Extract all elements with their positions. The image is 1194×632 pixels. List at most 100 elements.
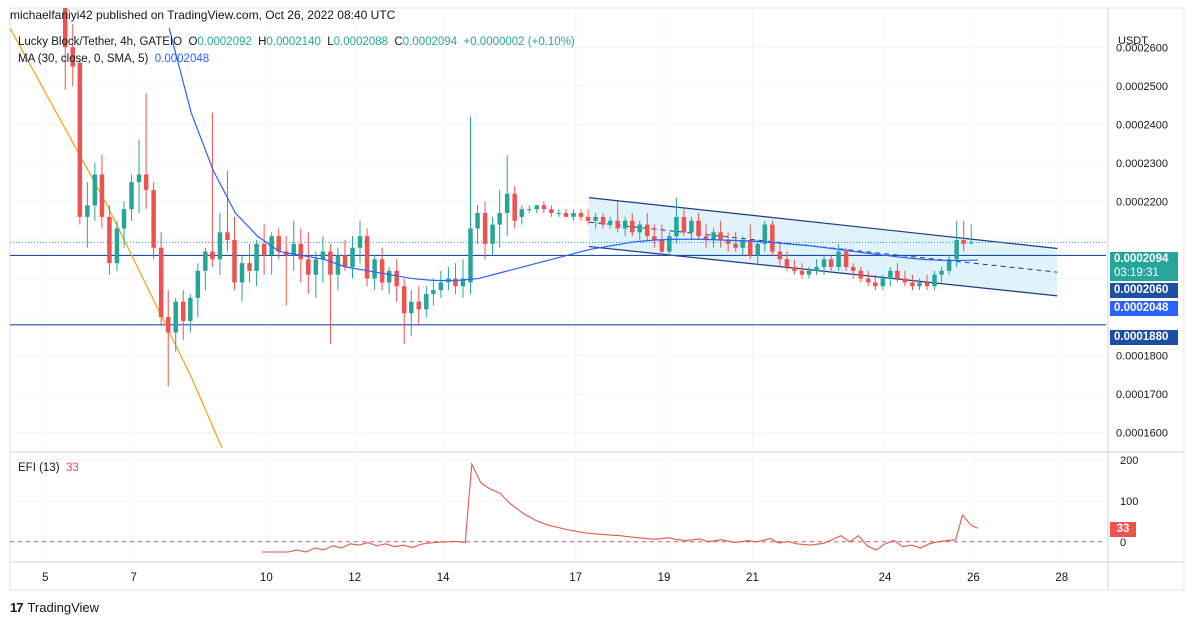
efi-legend-label[interactable]: EFI (13) <box>18 462 60 474</box>
candle-down <box>283 251 289 256</box>
price-axis-tick-label: 0.0001700 <box>1116 389 1168 401</box>
candle-up <box>92 174 98 206</box>
candle-down <box>784 259 790 267</box>
candle-down <box>306 259 311 275</box>
candle-up <box>571 213 576 217</box>
moving-average-line <box>168 27 978 282</box>
time-axis-tick-label: 24 <box>879 572 892 584</box>
candle-up <box>114 228 120 264</box>
candle-up <box>320 251 326 260</box>
legend-open-value: 0.0002092 <box>197 36 252 48</box>
legend-low-value: 0.0002088 <box>333 36 389 48</box>
candle-up <box>203 251 208 271</box>
candle-up <box>239 263 245 283</box>
ma-legend: MA (30, close, 0, SMA, 5) 0.0002048 <box>18 53 209 65</box>
chart-frame <box>9 7 1185 591</box>
candle-down <box>62 8 68 48</box>
candle-up <box>593 216 598 221</box>
candle-up <box>121 209 127 229</box>
candle-up <box>607 220 613 225</box>
candle-up <box>762 224 768 244</box>
candle-up <box>254 243 259 271</box>
candle-down <box>107 216 112 264</box>
time-axis-tick-label: 17 <box>569 572 582 584</box>
price-axis-tick-label: 0.0002400 <box>1116 119 1168 131</box>
overlay-layer <box>10 27 1106 449</box>
tradingview-logo[interactable]: 17 TradingView <box>10 600 99 615</box>
ma-legend-label[interactable]: MA (30, close, 0, SMA, 5) <box>18 53 149 65</box>
efi-legend-value: 33 <box>65 462 79 474</box>
ma-price-tag: 0.0002048 <box>1110 301 1178 316</box>
candle-up <box>136 174 142 183</box>
last-price-tag: 0.0002094 03:19:31 <box>1110 252 1178 281</box>
candle-up <box>954 240 959 260</box>
candle-down <box>364 236 370 279</box>
candle-up <box>527 209 532 211</box>
candle-up <box>917 282 922 287</box>
ma-layer <box>168 27 978 282</box>
candle-up <box>674 216 679 237</box>
candle-down <box>725 240 731 244</box>
candle-up <box>313 259 319 275</box>
legend-symbol[interactable]: Lucky Block/Tether, 4h, GATEIO <box>18 36 183 48</box>
candle-up <box>939 270 944 275</box>
candle-down <box>703 236 709 240</box>
candle-up <box>637 224 643 233</box>
candle-down <box>453 278 458 287</box>
candle-down <box>563 213 569 217</box>
candle-up <box>968 242 974 244</box>
candle-up <box>335 255 341 275</box>
candle-down <box>298 243 304 260</box>
time-axis-tick-label: 28 <box>1055 572 1068 584</box>
candle-up <box>386 270 392 283</box>
candle-up <box>173 301 178 333</box>
candle-down <box>482 213 488 244</box>
candle-up <box>490 224 495 244</box>
axis-layer: USDT 0.0001600 0.0001700 0.0001800 0.0002200… <box>42 35 1168 584</box>
candle-up <box>504 193 510 214</box>
candle-down <box>328 251 333 275</box>
efi-line <box>261 462 979 553</box>
candle-up <box>475 213 480 229</box>
candle-down <box>652 236 657 240</box>
candle-up <box>372 259 377 279</box>
time-axis-tick-label: 19 <box>658 572 671 584</box>
candle-down <box>151 189 156 248</box>
candle-up <box>622 220 628 229</box>
last-price-value: 0.0002094 <box>1114 253 1169 265</box>
candle-down <box>276 236 281 252</box>
candle-down <box>843 251 849 267</box>
candle-down <box>902 278 908 283</box>
price-axis-tick-label: 0.0001800 <box>1116 351 1168 363</box>
candle-down <box>77 62 83 217</box>
tradingview-brand: TradingView <box>27 600 100 615</box>
legend-low-label: L <box>327 36 334 48</box>
candle-down <box>512 193 517 221</box>
candle-up <box>755 243 761 256</box>
channel-upper-line <box>588 197 1058 250</box>
candle-down <box>541 205 547 210</box>
candle-down <box>961 240 966 244</box>
candle-down <box>770 224 775 252</box>
candle-down <box>70 47 76 67</box>
efi-axis-tick-label: 0 <box>1120 537 1126 549</box>
candle-up <box>519 209 525 217</box>
efi-axis-tick-label: 200 <box>1120 455 1138 467</box>
candle-up <box>880 278 886 287</box>
candle-down <box>910 282 915 287</box>
candle-down <box>792 266 797 271</box>
candle-up <box>821 259 827 267</box>
candle-up <box>350 247 355 267</box>
candle-down <box>165 317 171 333</box>
candle-up <box>357 236 363 248</box>
candle-up <box>195 270 201 298</box>
candle-down <box>865 278 871 283</box>
time-axis-tick-label: 14 <box>437 572 450 584</box>
candle-down <box>777 251 783 260</box>
candle-up <box>460 278 466 287</box>
time-axis-tick-label: 5 <box>42 572 48 584</box>
candle-down <box>585 216 591 221</box>
candle-up <box>129 182 134 210</box>
